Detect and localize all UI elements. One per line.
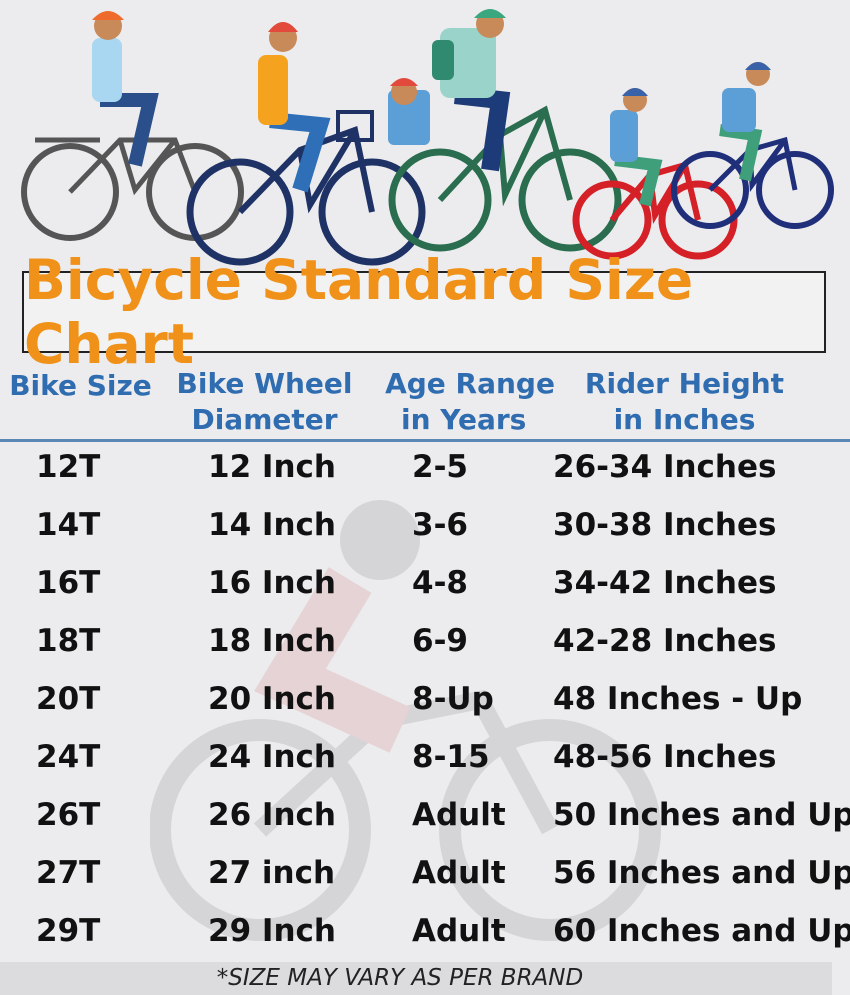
size-cell: 27T bbox=[36, 855, 101, 891]
table-row: 16T 16 Inch 4-8 34-42 Inches bbox=[0, 563, 850, 621]
size-cell: 26T bbox=[36, 797, 101, 833]
age-cell: 8-Up bbox=[412, 681, 494, 717]
header-wheel-line2: Diameter bbox=[191, 403, 338, 436]
size-cell: 24T bbox=[36, 739, 101, 775]
header-age-line2: in Years bbox=[401, 403, 527, 436]
header-age-range: Age Range in Years bbox=[385, 366, 555, 438]
size-cell: 12T bbox=[36, 449, 101, 485]
title-box: Bicycle Standard Size Chart bbox=[22, 248, 826, 376]
height-cell: 34-42 Inches bbox=[553, 565, 777, 601]
wheel-cell: 20 Inch bbox=[208, 681, 336, 717]
header-divider bbox=[0, 439, 850, 442]
height-cell: 48-56 Inches bbox=[553, 739, 777, 775]
age-cell: 2-5 bbox=[412, 449, 469, 485]
header-bike-size: Bike Size bbox=[8, 368, 153, 404]
age-cell: Adult bbox=[412, 913, 506, 949]
header-rider-height: Rider Height in Inches bbox=[582, 366, 787, 438]
header-height-line2: in Inches bbox=[613, 403, 756, 436]
wheel-cell: 18 Inch bbox=[208, 623, 336, 659]
age-cell: 6-9 bbox=[412, 623, 469, 659]
wheel-cell: 29 Inch bbox=[208, 913, 336, 949]
size-cell: 16T bbox=[36, 565, 101, 601]
footer-note: *SIZE MAY VARY AS PER BRAND bbox=[216, 965, 584, 991]
watermark-cyclist-icon bbox=[150, 500, 661, 941]
table-row: 26T 26 Inch Adult 50 Inches and Up bbox=[0, 795, 850, 853]
height-cell: 30-38 Inches bbox=[553, 507, 777, 543]
age-cell: Adult bbox=[412, 855, 506, 891]
cyclist-1-icon bbox=[21, 11, 244, 241]
header-bike-size-label: Bike Size bbox=[9, 369, 152, 402]
cyclist-5-icon bbox=[671, 62, 834, 229]
table-row: 20T 20 Inch 8-Up 48 Inches - Up bbox=[0, 679, 850, 737]
height-cell: 48 Inches - Up bbox=[553, 681, 803, 717]
age-cell: 8-15 bbox=[412, 739, 490, 775]
header-height-line1: Rider Height bbox=[584, 367, 785, 400]
table-row: 12T 12 Inch 2-5 26-34 Inches bbox=[0, 447, 850, 505]
age-cell: Adult bbox=[412, 797, 506, 833]
age-cell: 3-6 bbox=[412, 507, 469, 543]
size-cell: 20T bbox=[36, 681, 101, 717]
cyclist-2-icon bbox=[186, 22, 426, 266]
size-cell: 29T bbox=[36, 913, 101, 949]
footer-band bbox=[0, 962, 832, 995]
table-row: 29T 29 Inch Adult 60 Inches and Up bbox=[0, 911, 850, 969]
wheel-cell: 24 Inch bbox=[208, 739, 336, 775]
table-row: 27T 27 inch Adult 56 Inches and Up bbox=[0, 853, 850, 911]
cyclists-illustration bbox=[21, 9, 834, 266]
height-cell: 56 Inches and Up bbox=[553, 855, 850, 891]
wheel-cell: 26 Inch bbox=[208, 797, 336, 833]
wheel-cell: 16 Inch bbox=[208, 565, 336, 601]
size-cell: 18T bbox=[36, 623, 101, 659]
age-cell: 4-8 bbox=[412, 565, 469, 601]
height-cell: 42-28 Inches bbox=[553, 623, 777, 659]
size-cell: 14T bbox=[36, 507, 101, 543]
header-wheel-line1: Bike Wheel bbox=[176, 367, 353, 400]
cyclist-3-icon bbox=[388, 9, 622, 252]
cyclist-4-icon bbox=[572, 88, 738, 260]
height-cell: 26-34 Inches bbox=[553, 449, 777, 485]
wheel-cell: 27 inch bbox=[208, 855, 336, 891]
page-title: Bicycle Standard Size Chart bbox=[24, 248, 694, 376]
wheel-cell: 12 Inch bbox=[208, 449, 336, 485]
table-row: 24T 24 Inch 8-15 48-56 Inches bbox=[0, 737, 850, 795]
height-cell: 60 Inches and Up bbox=[553, 913, 850, 949]
table-row: 18T 18 Inch 6-9 42-28 Inches bbox=[0, 621, 850, 679]
table-row: 14T 14 Inch 3-6 30-38 Inches bbox=[0, 505, 850, 563]
wheel-cell: 14 Inch bbox=[208, 507, 336, 543]
header-age-line1: Age Range bbox=[385, 367, 555, 400]
header-wheel-diameter: Bike Wheel Diameter bbox=[172, 366, 357, 438]
height-cell: 50 Inches and Up bbox=[553, 797, 850, 833]
